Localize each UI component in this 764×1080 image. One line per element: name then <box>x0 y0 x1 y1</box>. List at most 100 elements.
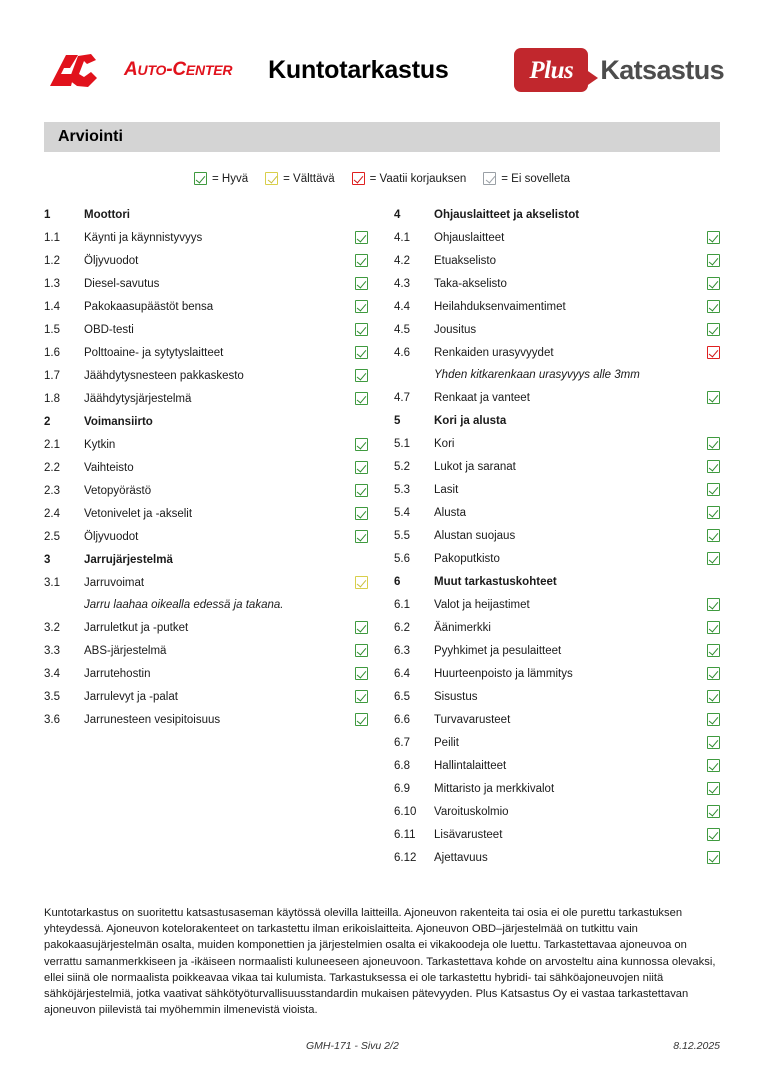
checklist-row[interactable]: 4.1 Ohjauslaitteet <box>394 226 720 249</box>
checkbox-green-icon[interactable] <box>355 484 368 497</box>
checkbox-green-icon[interactable] <box>355 369 368 382</box>
checklist-row-status[interactable] <box>352 576 368 589</box>
checklist-row-status[interactable] <box>704 323 720 336</box>
checkbox-green-icon[interactable] <box>707 506 720 519</box>
checklist-row-status[interactable] <box>704 782 720 795</box>
checklist-row-status[interactable] <box>704 828 720 841</box>
checklist-row[interactable]: 3.6 Jarrunesteen vesipitoisuus <box>44 708 368 731</box>
checklist-row-status[interactable] <box>352 323 368 336</box>
checklist-row-status[interactable] <box>352 621 368 634</box>
checkbox-green-icon[interactable] <box>707 736 720 749</box>
checkbox-green-icon[interactable] <box>707 254 720 267</box>
checklist-row[interactable]: 4.4 Heilahduksenvaimentimet <box>394 295 720 318</box>
checklist-row-status[interactable] <box>704 277 720 290</box>
checklist-row-status[interactable] <box>352 713 368 726</box>
checklist-row[interactable]: 4.7 Renkaat ja vanteet <box>394 386 720 409</box>
checklist-row[interactable]: 1.2 Öljyvuodot <box>44 249 368 272</box>
checklist-row-status[interactable] <box>352 254 368 267</box>
checklist-row[interactable]: 5.1 Kori <box>394 432 720 455</box>
checkbox-green-icon[interactable] <box>707 300 720 313</box>
checkbox-green-icon[interactable] <box>707 598 720 611</box>
checklist-row-status[interactable] <box>704 644 720 657</box>
checklist-row-status[interactable] <box>704 254 720 267</box>
checkbox-green-icon[interactable] <box>707 782 720 795</box>
checklist-row-status[interactable] <box>704 483 720 496</box>
checklist-row-status[interactable] <box>352 231 368 244</box>
checklist-row[interactable]: 2.5 Öljyvuodot <box>44 525 368 548</box>
checklist-row-status[interactable] <box>704 300 720 313</box>
checkbox-green-icon[interactable] <box>355 461 368 474</box>
checkbox-green-icon[interactable] <box>355 438 368 451</box>
checklist-row[interactable]: 1.3 Diesel-savutus <box>44 272 368 295</box>
checkbox-green-icon[interactable] <box>707 437 720 450</box>
checklist-row[interactable]: 5.6 Pakoputkisto <box>394 547 720 570</box>
checklist-row[interactable]: 2.4 Vetonivelet ja -akselit <box>44 502 368 525</box>
checklist-row[interactable]: 6.7 Peilit <box>394 731 720 754</box>
checkbox-green-icon[interactable] <box>355 644 368 657</box>
checklist-row[interactable]: 3.2 Jarruletkut ja -putket <box>44 616 368 639</box>
checklist-row-status[interactable] <box>352 277 368 290</box>
checklist-row[interactable]: 1.1 Käynti ja käynnistyvyys <box>44 226 368 249</box>
checkbox-green-icon[interactable] <box>707 759 720 772</box>
checklist-row[interactable]: 6.6 Turvavarusteet <box>394 708 720 731</box>
checkbox-green-icon[interactable] <box>707 483 720 496</box>
checklist-row[interactable]: 6.12 Ajettavuus <box>394 846 720 869</box>
checkbox-green-icon[interactable] <box>355 690 368 703</box>
checklist-row[interactable]: 6.2 Äänimerkki <box>394 616 720 639</box>
checklist-row[interactable]: 4.2 Etuakselisto <box>394 249 720 272</box>
checklist-row-status[interactable] <box>352 346 368 359</box>
checklist-row[interactable]: 1.4 Pakokaasupäästöt bensa <box>44 295 368 318</box>
checkbox-green-icon[interactable] <box>707 460 720 473</box>
checklist-row-status[interactable] <box>352 507 368 520</box>
checklist-row[interactable]: 6.9 Mittaristo ja merkkivalot <box>394 777 720 800</box>
checkbox-green-icon[interactable] <box>707 644 720 657</box>
checklist-row-status[interactable] <box>352 644 368 657</box>
checkbox-green-icon[interactable] <box>355 323 368 336</box>
checklist-row-status[interactable] <box>704 391 720 404</box>
checklist-row-status[interactable] <box>352 530 368 543</box>
checklist-row[interactable]: 1.8 Jäähdytysjärjestelmä <box>44 387 368 410</box>
checklist-row-status[interactable] <box>704 667 720 680</box>
checklist-row[interactable]: 2.3 Vetopyörästö <box>44 479 368 502</box>
checklist-row[interactable]: 6.4 Huurteenpoisto ja lämmitys <box>394 662 720 685</box>
checkbox-green-icon[interactable] <box>707 851 720 864</box>
checkbox-green-icon[interactable] <box>707 667 720 680</box>
checkbox-green-icon[interactable] <box>707 277 720 290</box>
checklist-row-status[interactable] <box>704 460 720 473</box>
checklist-row-status[interactable] <box>704 621 720 634</box>
checklist-row[interactable]: 4.3 Taka-akselisto <box>394 272 720 295</box>
checklist-row[interactable]: 3.4 Jarrutehostin <box>44 662 368 685</box>
checklist-row[interactable]: 5.2 Lukot ja saranat <box>394 455 720 478</box>
checklist-row-status[interactable] <box>704 759 720 772</box>
checkbox-green-icon[interactable] <box>355 530 368 543</box>
checklist-row-status[interactable] <box>704 736 720 749</box>
checkbox-green-icon[interactable] <box>707 828 720 841</box>
checklist-row[interactable]: 1.6 Polttoaine- ja sytytyslaitteet <box>44 341 368 364</box>
checkbox-green-icon[interactable] <box>707 552 720 565</box>
checkbox-green-icon[interactable] <box>355 254 368 267</box>
checklist-row[interactable]: 3.5 Jarrulevyt ja -palat <box>44 685 368 708</box>
checkbox-yellow-icon[interactable] <box>355 576 368 589</box>
checklist-row-status[interactable] <box>704 851 720 864</box>
checklist-row[interactable]: 5.4 Alusta <box>394 501 720 524</box>
checkbox-green-icon[interactable] <box>707 529 720 542</box>
checkbox-green-icon[interactable] <box>707 805 720 818</box>
checkbox-green-icon[interactable] <box>707 391 720 404</box>
checklist-row[interactable]: 2.1 Kytkin <box>44 433 368 456</box>
checklist-row-status[interactable] <box>704 713 720 726</box>
checklist-row-status[interactable] <box>352 461 368 474</box>
checklist-row[interactable]: 4.6 Renkaiden urasyvyydet <box>394 341 720 364</box>
checkbox-green-icon[interactable] <box>355 346 368 359</box>
checkbox-green-icon[interactable] <box>707 690 720 703</box>
checkbox-green-icon[interactable] <box>355 300 368 313</box>
checklist-row[interactable]: 1.5 OBD-testi <box>44 318 368 341</box>
checklist-row-status[interactable] <box>704 437 720 450</box>
checklist-row-status[interactable] <box>352 392 368 405</box>
checklist-row[interactable]: 6.1 Valot ja heijastimet <box>394 593 720 616</box>
checkbox-green-icon[interactable] <box>355 507 368 520</box>
checklist-row[interactable]: 1.7 Jäähdytysnesteen pakkaskesto <box>44 364 368 387</box>
checklist-row-status[interactable] <box>704 506 720 519</box>
checklist-row-status[interactable] <box>704 598 720 611</box>
checklist-row[interactable]: 3.3 ABS-järjestelmä <box>44 639 368 662</box>
checklist-row-status[interactable] <box>704 529 720 542</box>
